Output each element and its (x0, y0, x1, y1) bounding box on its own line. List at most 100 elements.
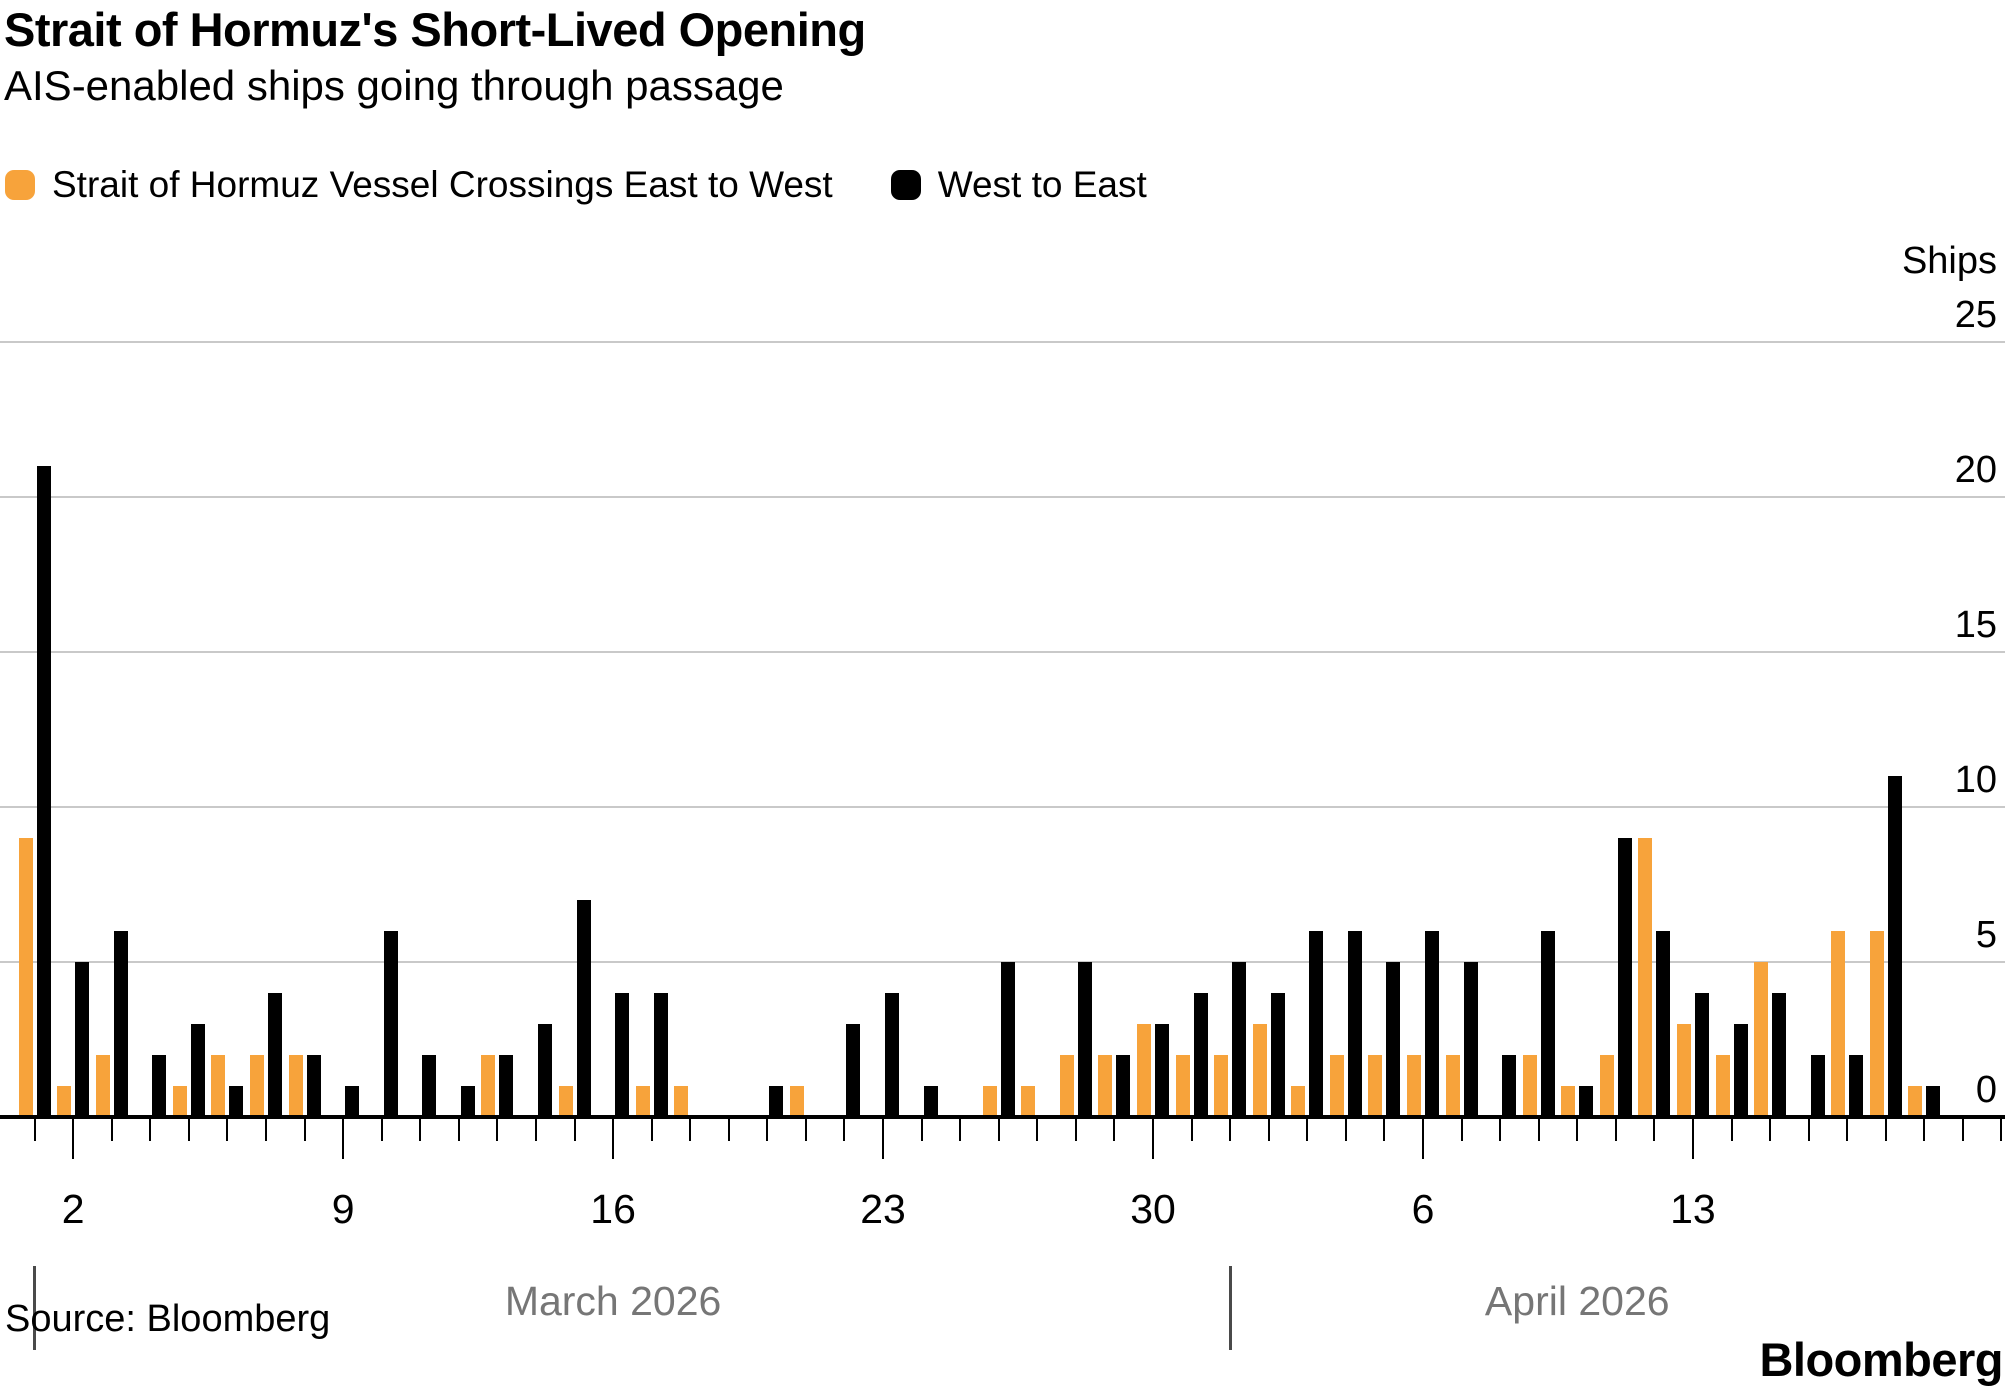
y-tick-label: 20 (1954, 449, 1997, 491)
minor-day-tick (727, 1119, 730, 1141)
month-separator (1228, 1266, 1232, 1350)
west-to-east-bar (885, 993, 900, 1117)
minor-day-tick (534, 1119, 537, 1141)
minor-day-tick (187, 1119, 190, 1141)
minor-day-tick (1074, 1119, 1077, 1141)
legend-label: Strait of Hormuz Vessel Crossings East t… (52, 164, 833, 205)
minor-day-tick (1923, 1119, 1926, 1141)
major-day-tick (342, 1119, 345, 1159)
west-to-east-bar (113, 931, 128, 1117)
west-to-east-bar (846, 1024, 861, 1117)
gridline (0, 806, 2005, 808)
east-to-west-bar (789, 1086, 804, 1117)
minor-day-tick (804, 1119, 807, 1141)
minor-day-tick (457, 1119, 460, 1141)
minor-day-tick (2000, 1119, 2003, 1141)
bloomberg-logo: Bloomberg (1759, 1333, 2003, 1386)
minor-day-tick (920, 1119, 923, 1141)
west-to-east-swatch-icon (890, 170, 921, 200)
minor-day-tick (1036, 1119, 1039, 1141)
east-to-west-bar (1522, 1055, 1537, 1117)
minor-day-tick (1460, 1119, 1463, 1141)
minor-day-tick (1383, 1119, 1386, 1141)
minor-day-tick (1576, 1119, 1579, 1141)
minor-day-tick (1961, 1119, 1964, 1141)
west-to-east-bar (1579, 1086, 1594, 1117)
west-to-east-bar (1810, 1055, 1825, 1117)
x-tick-label: 23 (860, 1186, 906, 1232)
east-to-west-bar (57, 1086, 72, 1117)
chart-subtitle: AIS-enabled ships going through passage (4, 62, 784, 109)
minor-day-tick (843, 1119, 846, 1141)
east-to-west-bar (481, 1055, 496, 1117)
west-to-east-bar (615, 993, 630, 1117)
west-to-east-bar (653, 993, 668, 1117)
x-tick-label: 16 (590, 1186, 636, 1232)
east-to-west-bar (1715, 1055, 1730, 1117)
east-to-west-bar (1175, 1055, 1190, 1117)
minor-day-tick (1807, 1119, 1810, 1141)
west-to-east-bar (1502, 1055, 1517, 1117)
east-to-west-bar (211, 1055, 226, 1117)
east-to-west-bar (1021, 1086, 1036, 1117)
east-to-west-bar (558, 1086, 573, 1117)
minor-day-tick (689, 1119, 692, 1141)
west-to-east-bar (499, 1055, 514, 1117)
major-day-tick (612, 1119, 615, 1159)
minor-day-tick (226, 1119, 229, 1141)
east-to-west-bar (288, 1055, 303, 1117)
source-note: Source: Bloomberg (5, 1298, 331, 1340)
minor-day-tick (1499, 1119, 1502, 1141)
west-to-east-bar (1926, 1086, 1941, 1117)
west-to-east-bar (190, 1024, 205, 1117)
east-to-west-bar (249, 1055, 264, 1117)
west-to-east-bar (1232, 962, 1247, 1117)
west-to-east-bar (1694, 993, 1709, 1117)
west-to-east-bar (1309, 931, 1324, 1117)
minor-day-tick (1306, 1119, 1309, 1141)
west-to-east-bar (229, 1086, 244, 1117)
west-to-east-bar (1386, 962, 1401, 1117)
minor-day-tick (303, 1119, 306, 1141)
west-to-east-bar (36, 466, 51, 1117)
west-to-east-bar (460, 1086, 475, 1117)
gridline (0, 651, 2005, 653)
chart-title: Strait of Hormuz's Short-Lived Opening (4, 3, 866, 56)
east-to-west-bar (1676, 1024, 1691, 1117)
east-to-west-bar (1599, 1055, 1614, 1117)
minor-day-tick (766, 1119, 769, 1141)
minor-day-tick (1884, 1119, 1887, 1141)
x-axis-line (0, 1115, 2005, 1119)
gridline (0, 496, 2005, 498)
east-to-west-bar (674, 1086, 689, 1117)
minor-day-tick (149, 1119, 152, 1141)
minor-day-tick (650, 1119, 653, 1141)
minor-day-tick (496, 1119, 499, 1141)
minor-day-tick (380, 1119, 383, 1141)
minor-day-tick (1769, 1119, 1772, 1141)
east-to-west-bar (635, 1086, 650, 1117)
west-to-east-bar (1155, 1024, 1169, 1117)
east-to-west-bar (1561, 1086, 1576, 1117)
minor-day-tick (1730, 1119, 1733, 1141)
east-to-west-bar (1137, 1024, 1151, 1117)
west-to-east-bar (1540, 931, 1555, 1117)
minor-day-tick (1344, 1119, 1347, 1141)
west-to-east-bar (1193, 993, 1208, 1117)
west-to-east-bar (1617, 838, 1632, 1117)
x-tick-label: 6 (1411, 1186, 1435, 1232)
major-day-tick (1421, 1119, 1424, 1159)
west-to-east-bar (383, 931, 398, 1117)
west-to-east-bar (537, 1024, 552, 1117)
minor-day-tick (1113, 1119, 1116, 1141)
west-to-east-bar (1849, 1055, 1864, 1117)
east-to-west-bar (1638, 838, 1653, 1117)
y-tick-label: 25 (1954, 294, 1997, 336)
x-tick-label: 2 (61, 1186, 85, 1232)
east-to-west-bar (1214, 1055, 1229, 1117)
west-to-east-bar (306, 1055, 321, 1117)
west-to-east-bar (152, 1055, 167, 1117)
west-to-east-bar (576, 900, 591, 1117)
west-to-east-bar (923, 1086, 938, 1117)
x-tick-label: 30 (1130, 1186, 1176, 1232)
